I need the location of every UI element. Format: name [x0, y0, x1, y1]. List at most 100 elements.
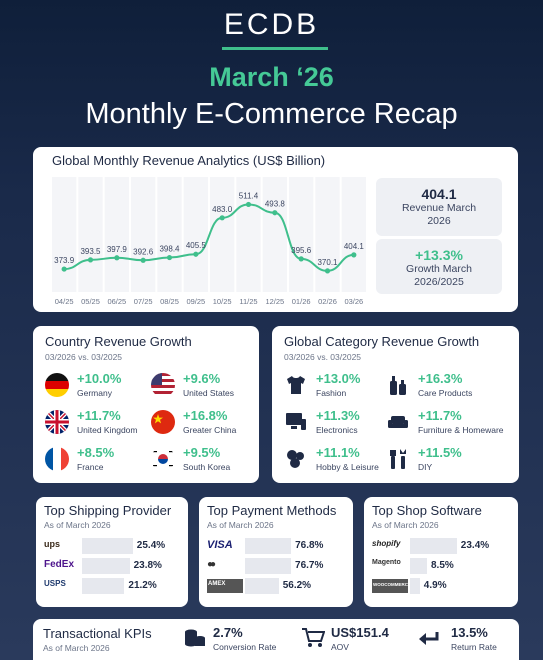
shop-share-bar — [410, 578, 420, 594]
growth-kpi-box: +13.3% Growth March 2026/2025 — [376, 239, 502, 294]
revenue-data-point — [166, 254, 173, 261]
revenue-data-point — [140, 257, 146, 263]
shipping-card-subtitle: As of March 2026 — [44, 520, 111, 530]
category-item-electronics: +11.3% Electronics — [284, 408, 396, 438]
revenue-analytics-card: Global Monthly Revenue Analytics (US$ Bi… — [33, 147, 518, 312]
payment-card-subtitle: As of March 2026 — [207, 520, 274, 530]
hobby-puzzle-icon — [287, 450, 304, 468]
revenue-kpi-value: 404.1 — [421, 186, 457, 202]
country-label: United Kingdom — [77, 425, 138, 435]
category-item-hobby: +11.1% Hobby & Leisure — [284, 445, 396, 475]
aov-value: US$151.4 — [331, 625, 389, 640]
logo-underline — [222, 47, 328, 50]
country-label: Germany — [77, 388, 112, 398]
country-value: +16.8% — [183, 408, 228, 423]
category-value: +13.0% — [316, 371, 361, 386]
x-axis-tick-label: 12/25 — [265, 297, 284, 306]
revenue-data-label: 373.9 — [54, 256, 75, 265]
payment-card-title: Top Payment Methods — [207, 503, 337, 518]
shipping-card-title: Top Shipping Provider — [44, 503, 172, 518]
category-value: +11.7% — [418, 408, 462, 423]
category-label: Care Products — [418, 388, 473, 398]
shipping-bar-row: USPS 21.2% — [44, 577, 182, 594]
transactional-subtitle: As of March 2026 — [43, 643, 110, 653]
country-value: +9.6% — [183, 371, 221, 386]
visa-logo-icon: VISA — [207, 539, 233, 551]
conversion-value: 2.7% — [213, 625, 243, 640]
amex-logo-icon: AMEX — [207, 579, 243, 593]
usps-logo-icon: USPS — [44, 579, 66, 588]
payment-bar-row: ●● 76.7% — [207, 557, 345, 574]
shipping-provider-card: Top Shipping Provider As of March 2026 u… — [36, 497, 188, 607]
shop-share-value: 4.9% — [423, 580, 447, 591]
revenue-data-label: 395.6 — [291, 246, 312, 255]
x-axis-tick-label: 05/25 — [81, 297, 100, 306]
category-label: Electronics — [316, 425, 358, 435]
x-axis-tick-label: 10/25 — [213, 297, 232, 306]
aov-label: AOV — [331, 642, 349, 652]
return-label: Return Rate — [451, 642, 497, 652]
payment-share-value: 56.2% — [282, 580, 312, 591]
shipping-share-bar — [82, 558, 130, 574]
chart-column-band — [157, 177, 182, 292]
revenue-kpi-label: Revenue March — [401, 202, 477, 214]
x-axis-tick-label: 09/25 — [186, 297, 205, 306]
chart-column-band — [78, 177, 103, 292]
revenue-kpi-box: 404.1 Revenue March 2026 — [376, 178, 502, 236]
shipping-bar-row: ups 25.4% — [44, 537, 182, 554]
payment-share-bar — [245, 538, 292, 554]
payment-share-value: 76.7% — [295, 560, 324, 571]
category-label: Hobby & Leisure — [316, 462, 379, 472]
care-bottle-icon — [390, 376, 406, 395]
chart-column-band — [210, 177, 235, 292]
category-value: +11.3% — [316, 408, 360, 423]
category-value: +11.5% — [418, 445, 462, 460]
x-axis-tick-label: 02/26 — [318, 297, 337, 306]
country-value: +8.5% — [77, 445, 115, 460]
revenue-card-title: Global Monthly Revenue Analytics (US$ Bi… — [52, 153, 326, 168]
x-axis-tick-label: 04/25 — [55, 297, 74, 306]
country-value: +11.7% — [77, 408, 121, 423]
country-card-title: Country Revenue Growth — [45, 334, 192, 349]
category-growth-card: Global Category Revenue Growth 03/2026 v… — [272, 326, 519, 483]
ups-logo-icon: ups — [44, 539, 61, 549]
shop-bar-row: Magento 8.5% — [372, 557, 510, 574]
revenue-data-point — [193, 251, 199, 257]
revenue-data-label: 404.1 — [344, 242, 365, 251]
france-flag-icon — [45, 447, 69, 471]
transactional-kpis-card: Transactional KPIs As of March 2026 2.7%… — [33, 619, 519, 660]
revenue-data-point — [324, 268, 331, 274]
revenue-data-point — [87, 257, 94, 263]
payment-methods-card: Top Payment Methods As of March 2026 VIS… — [199, 497, 353, 607]
category-label: DIY — [418, 462, 433, 472]
country-value: +10.0% — [77, 371, 122, 386]
shop-share-bar — [410, 538, 457, 554]
tools-icon — [390, 449, 406, 469]
category-card-title: Global Category Revenue Growth — [284, 334, 480, 349]
sofa-icon — [388, 416, 408, 428]
shop-bar-row: shopify 23.4% — [372, 537, 510, 554]
country-label: France — [77, 462, 104, 472]
payment-bar-row: VISA 76.8% — [207, 537, 345, 554]
shipping-share-value: 21.2% — [128, 580, 157, 591]
country-item-united-kingdom: +11.7% United Kingdom — [45, 408, 157, 438]
revenue-data-point — [61, 266, 67, 272]
category-item-fashion: +13.0% Fashion — [284, 371, 396, 401]
conversion-label: Conversion Rate — [213, 642, 277, 652]
shop-card-subtitle: As of March 2026 — [372, 520, 439, 530]
shop-share-bar — [410, 558, 427, 574]
transactional-title: Transactional KPIs — [43, 626, 152, 641]
return-rate-kpi: 13.5% Return Rate — [451, 625, 497, 652]
south-korea-flag-icon — [151, 447, 175, 471]
chart-column-band — [341, 177, 366, 292]
category-label: Furniture & Homeware — [418, 425, 504, 435]
chart-column-band — [236, 177, 261, 292]
ecdb-logo: ECDB — [223, 8, 320, 41]
revenue-data-point — [245, 201, 252, 208]
payment-bar-row: AMEX 56.2% — [207, 577, 345, 594]
revenue-kpi-year: 2026 — [427, 215, 451, 227]
country-item-south-korea: +9.5% South Korea — [151, 445, 263, 475]
growth-kpi-value: +13.3% — [415, 247, 463, 263]
revenue-data-label: 511.4 — [239, 191, 259, 200]
shipping-share-value: 25.4% — [136, 540, 166, 551]
